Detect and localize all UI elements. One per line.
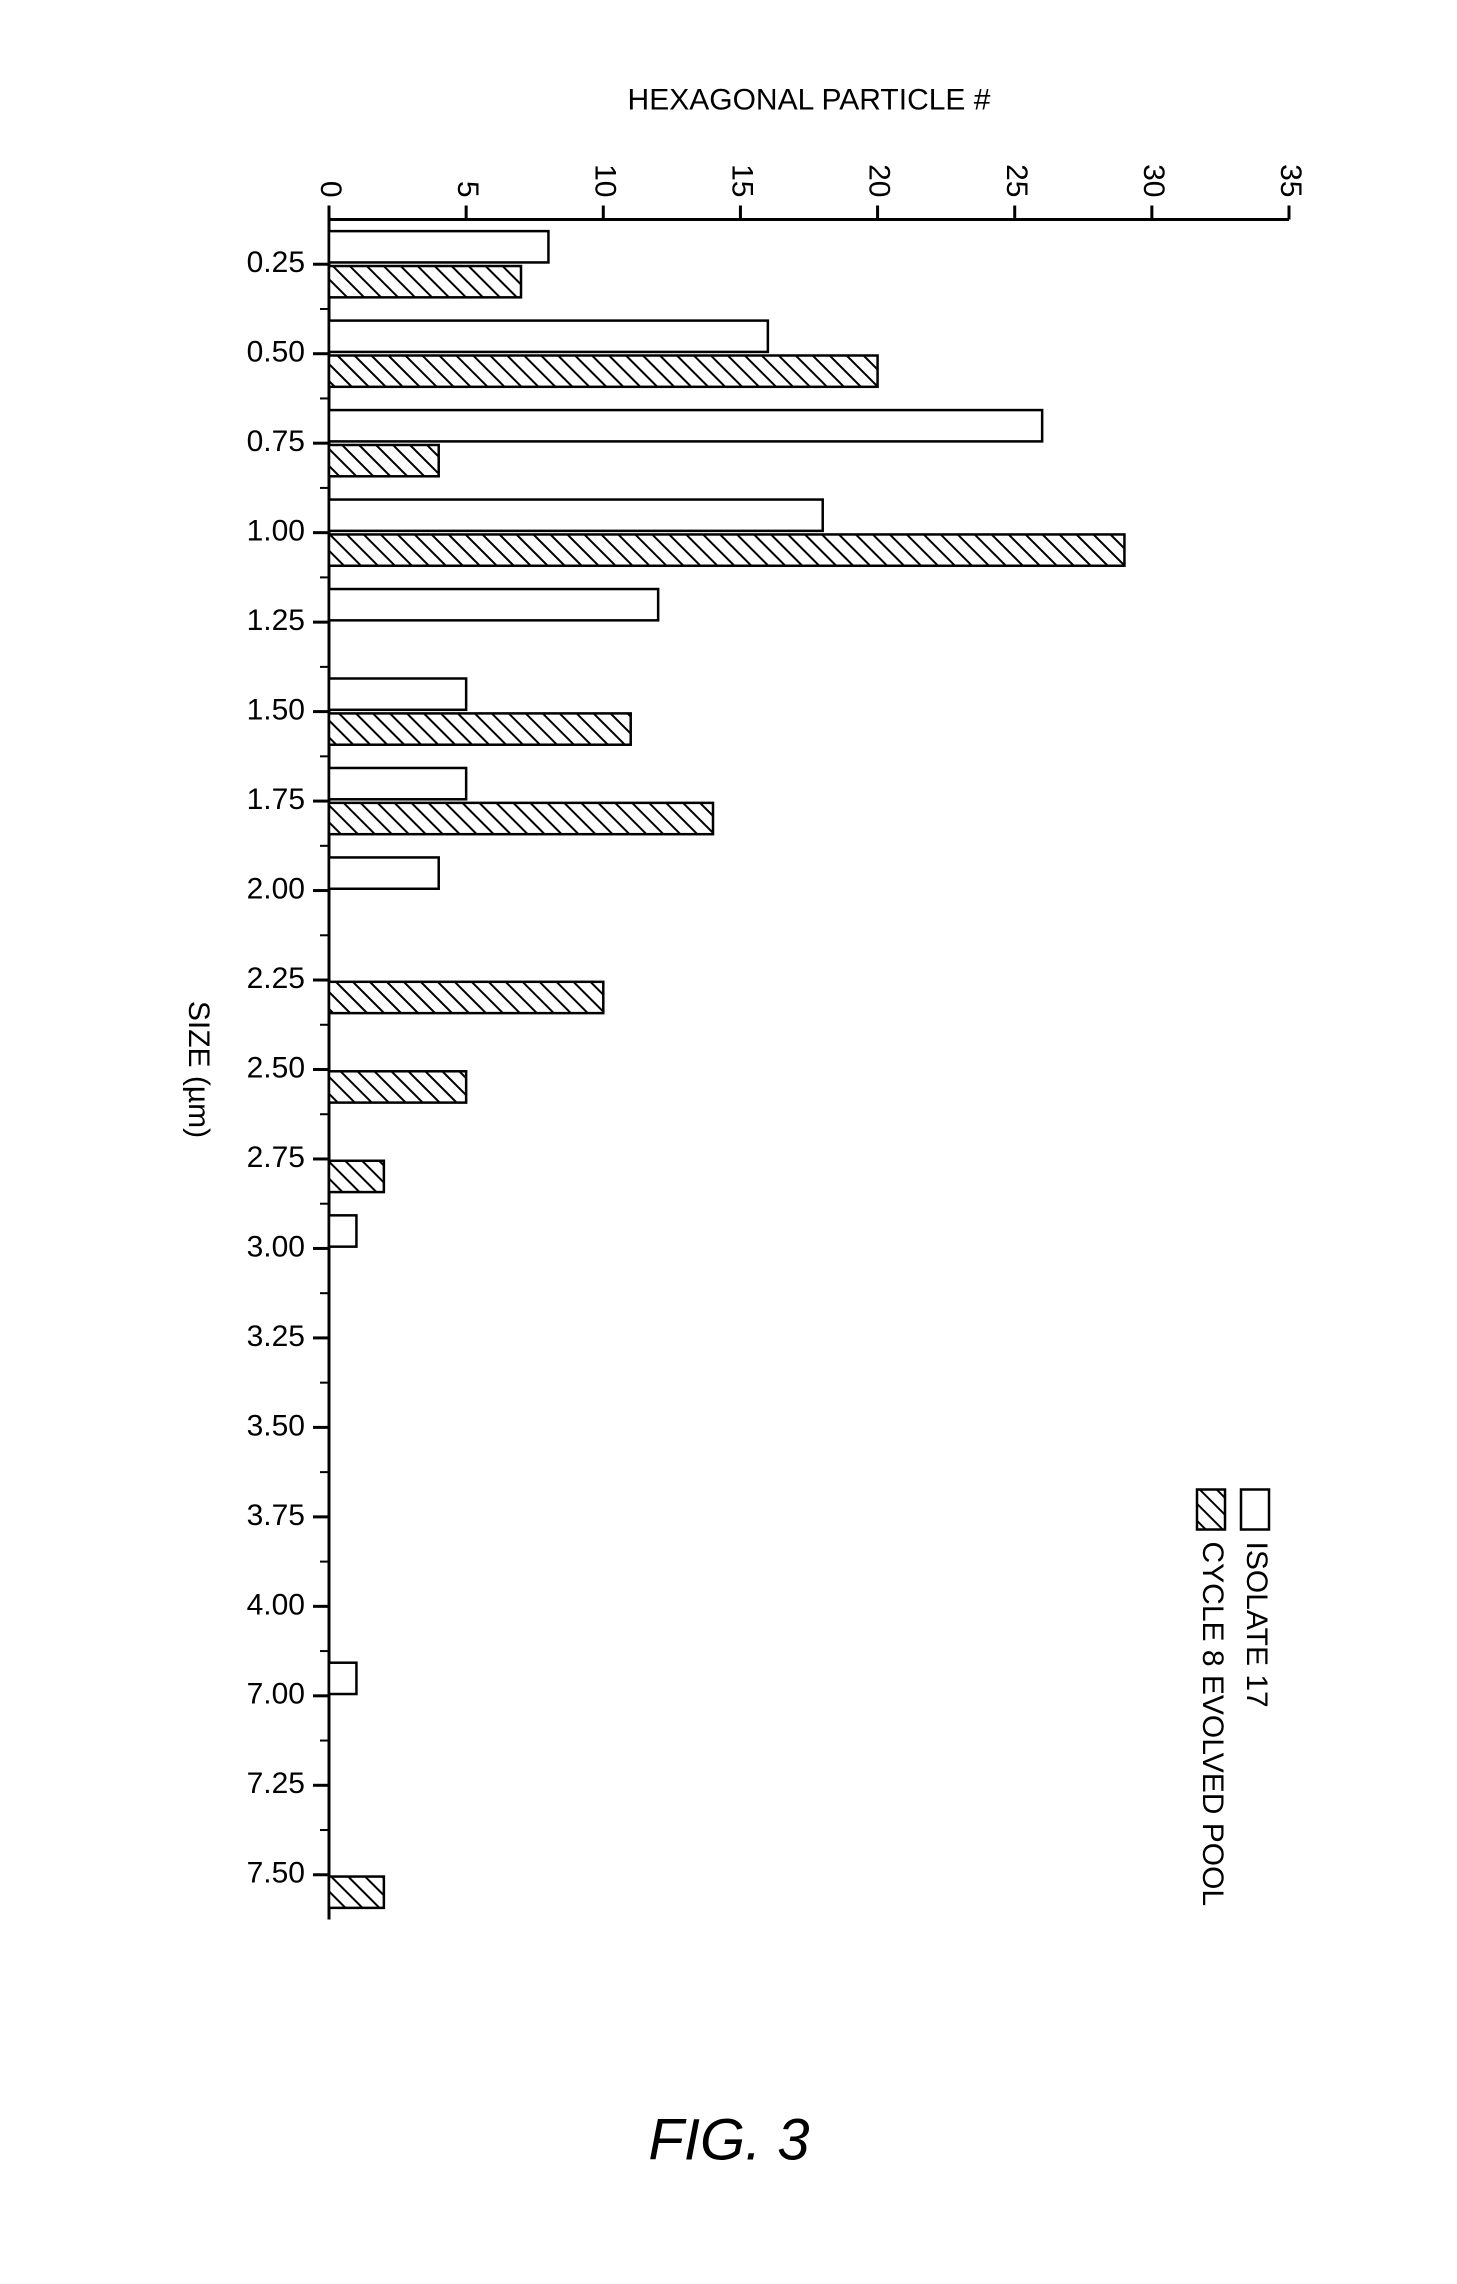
bar-cycle-8: [329, 1071, 466, 1102]
y-tick-label: 20: [862, 164, 895, 197]
bar-isolate-17: [329, 589, 658, 620]
bar-cycle-8: [329, 1161, 384, 1192]
y-tick-label: 0: [314, 181, 347, 198]
bar-cycle-8: [329, 982, 603, 1013]
x-tick-label: 0.75: [246, 425, 304, 458]
x-tick-label: 2.75: [246, 1141, 304, 1174]
x-tick-label: 7.00: [246, 1678, 304, 1711]
x-tick-label: 0.25: [246, 246, 304, 279]
x-tick-label: 4.00: [246, 1588, 304, 1621]
bar-isolate-17: [329, 768, 466, 799]
x-tick-label: 2.50: [246, 1051, 304, 1084]
bar-cycle-8: [329, 803, 713, 834]
bar-isolate-17: [329, 321, 768, 352]
x-tick-label: 0.50: [246, 336, 304, 369]
x-tick-label: 1.75: [246, 783, 304, 816]
legend-label: CYCLE 8 EVOLVED POOL: [1196, 1542, 1229, 1907]
x-tick-label: 1.25: [246, 604, 304, 637]
x-tick-label: 3.25: [246, 1320, 304, 1353]
x-tick-label: 1.50: [246, 694, 304, 727]
bar-isolate-17: [329, 500, 823, 531]
legend: ISOLATE 17 CYCLE 8 EVOLVED POOL: [1196, 1490, 1273, 1907]
legend-swatch: [1241, 1490, 1269, 1530]
bar-isolate-17: [329, 857, 439, 888]
bar-isolate-17: [329, 1215, 356, 1246]
x-tick-label: 2.00: [246, 872, 304, 905]
bar-cycle-8: [329, 713, 631, 744]
x-tick-label: 7.25: [246, 1767, 304, 1800]
bar-isolate-17: [329, 679, 466, 710]
figure-container: 0 5 10 15 20 25 30 35 0.25 0.50 0.75 1.00 1.25 1.50 1.…: [129, 60, 1329, 2225]
x-tick-label: 3.75: [246, 1499, 304, 1532]
y-tick-label: 25: [999, 164, 1032, 197]
y-tick-label: 5: [451, 181, 484, 198]
figure-label: FIG. 3: [648, 2108, 809, 2173]
bar-cycle-8: [329, 445, 439, 476]
y-tick-label: 35: [1274, 164, 1307, 197]
legend-swatch: [1197, 1490, 1225, 1530]
y-axis-label: HEXAGONAL PARTICLE #: [627, 84, 990, 117]
x-tick-label: 2.25: [246, 962, 304, 995]
bar-cycle-8: [329, 534, 1124, 565]
legend-label: ISOLATE 17: [1240, 1542, 1273, 1708]
bar-isolate-17: [329, 1663, 356, 1694]
bar-cycle-8: [329, 1877, 384, 1908]
x-tick-label: 7.50: [246, 1857, 304, 1890]
y-tick-label: 15: [725, 164, 758, 197]
bar-chart: 0 5 10 15 20 25 30 35 0.25 0.50 0.75 1.00 1.25 1.50 1.…: [129, 60, 1329, 2220]
y-tick-label: 10: [588, 164, 621, 197]
bar-isolate-17: [329, 410, 1042, 441]
x-axis-label: SIZE (µm): [182, 1001, 215, 1138]
x-tick-label: 3.50: [246, 1409, 304, 1442]
y-tick-label: 30: [1136, 164, 1169, 197]
bar-cycle-8: [329, 266, 521, 297]
x-tick-label: 3.00: [246, 1230, 304, 1263]
bar-cycle-8: [329, 356, 878, 387]
x-tick-label: 1.00: [246, 515, 304, 548]
bar-isolate-17: [329, 231, 548, 262]
